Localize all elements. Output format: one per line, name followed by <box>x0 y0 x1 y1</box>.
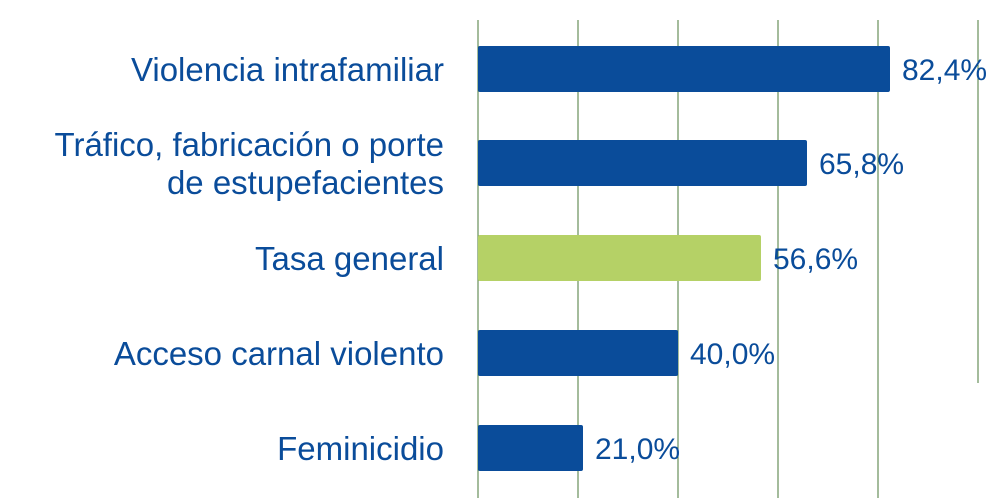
bar-2 <box>478 235 761 281</box>
bar-4 <box>478 425 583 471</box>
category-label-1-line-1: de estupefacientes <box>167 164 444 201</box>
bars <box>478 46 890 471</box>
value-label-0: 82,4% <box>902 54 987 87</box>
value-label-3: 40,0% <box>690 338 775 371</box>
value-label-2: 56,6% <box>773 243 858 276</box>
category-label-2-line-0: Tasa general <box>255 240 444 277</box>
category-label-2: Tasa general <box>255 240 444 277</box>
category-label-0-line-0: Violencia intrafamiliar <box>131 51 444 88</box>
category-label-3: Acceso carnal violento <box>114 335 444 372</box>
labels: 82,4% Violencia intrafamiliar 65,8% Tráfico… <box>55 51 988 467</box>
category-label-4-line-0: Feminicidio <box>277 430 444 467</box>
value-label-1: 65,8% <box>819 148 904 181</box>
category-label-1-line-0: Tráfico, fabricación o porte <box>55 126 444 163</box>
category-label-4: Feminicidio <box>277 430 444 467</box>
category-label-1: Tráfico, fabricación o porte de estupefac… <box>55 126 444 201</box>
category-label-0: Violencia intrafamiliar <box>131 51 444 88</box>
bar-0 <box>478 46 890 92</box>
bar-1 <box>478 140 807 186</box>
value-label-4: 21,0% <box>595 433 680 466</box>
bar-3 <box>478 330 678 376</box>
category-label-3-line-0: Acceso carnal violento <box>114 335 444 372</box>
